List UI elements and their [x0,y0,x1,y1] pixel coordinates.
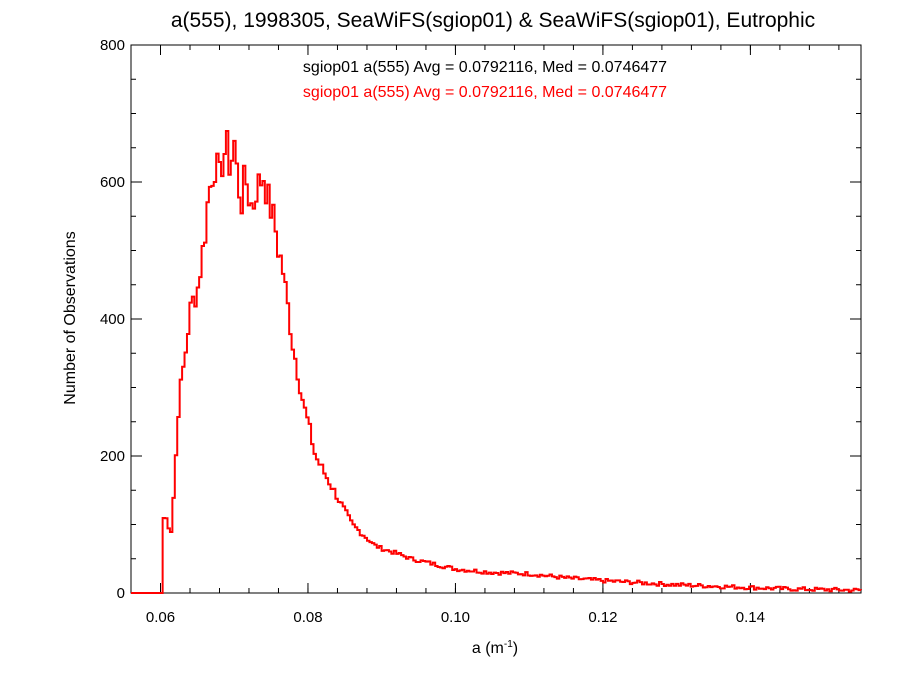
annotation-red: sgiop01 a(555) Avg = 0.0792116, Med = 0.… [303,84,667,101]
x-axis-label-main: a (m [472,640,504,657]
x-tick-label: 0.12 [588,609,617,626]
plot-frame [130,44,862,594]
y-tick-label: 400 [100,311,125,328]
y-axis-label: Number of Observations [62,231,79,404]
y-axis-ticks: 0 200 400 600 800 [100,37,861,602]
x-axis-ticks: 0.06 0.08 0.10 0.12 0.14 [130,45,840,626]
histogram-series-line [131,129,862,594]
y-tick-label: 0 [117,585,125,602]
x-tick-label: 0.08 [293,609,322,626]
y-tick-label: 800 [100,37,125,54]
y-tick-label: 200 [100,448,125,465]
annotation-black: sgiop01 a(555) Avg = 0.0792116, Med = 0.… [303,59,667,76]
x-tick-label: 0.14 [736,609,765,626]
x-axis-label-close: ) [513,640,518,657]
x-axis-label-sup: -1 [504,639,513,650]
chart-title: a(555), 1998305, SeaWiFS(sgiop01) & SeaW… [171,9,815,32]
y-tick-label: 600 [100,174,125,191]
x-axis-label: a (m-1) [472,639,518,657]
x-tick-label: 0.06 [146,609,175,626]
x-tick-label: 0.10 [441,609,470,626]
